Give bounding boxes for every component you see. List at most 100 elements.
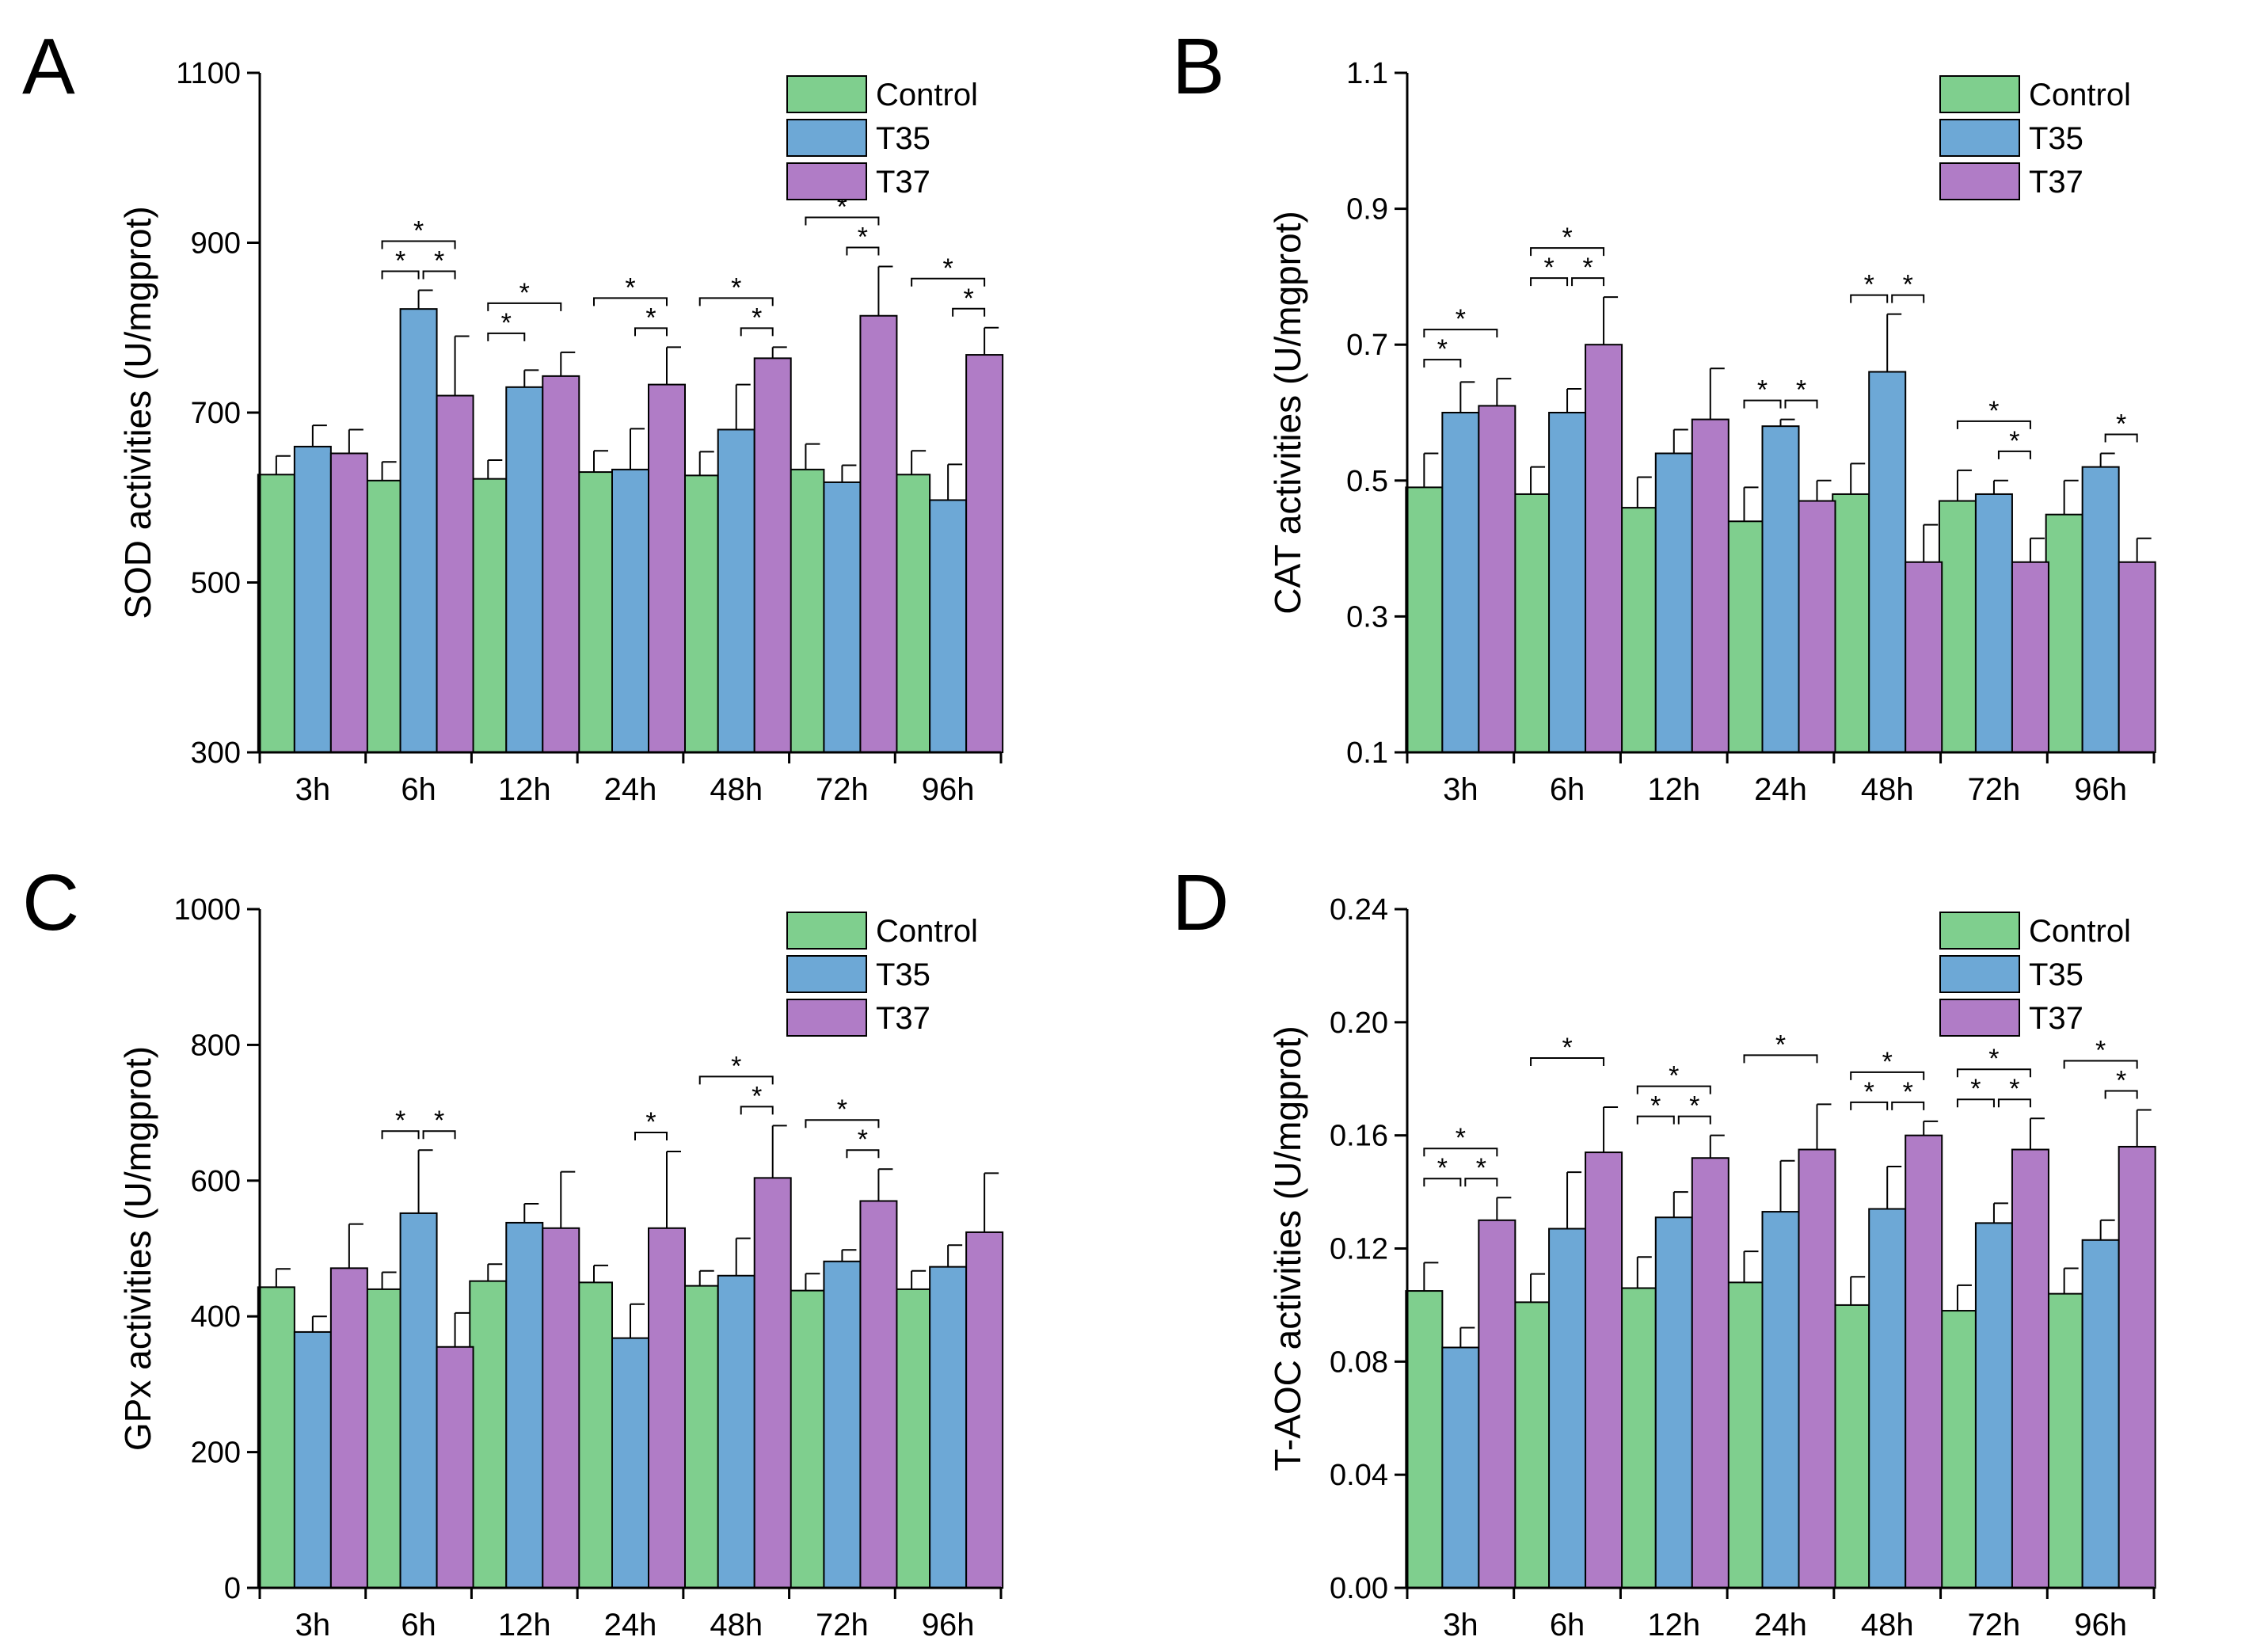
x-tick-label: 96h bbox=[922, 1608, 975, 1642]
y-axis-label: T-AOC activities (U/mgprot) bbox=[1267, 1026, 1308, 1471]
significance-bracket bbox=[381, 240, 456, 249]
legend-swatch-t37 bbox=[786, 999, 867, 1037]
bar-t35-6h bbox=[1548, 1228, 1587, 1589]
x-tick-label: 3h bbox=[1443, 772, 1478, 807]
bar-t35-96h bbox=[2081, 1239, 2120, 1589]
bar-control-3h bbox=[257, 1286, 295, 1589]
bar-t35-48h bbox=[1868, 1208, 1907, 1589]
significance-star: * bbox=[1562, 223, 1572, 253]
legend-swatch-control bbox=[1939, 912, 2020, 950]
legend-label-t35: T35 bbox=[2029, 121, 2083, 156]
bar-control-72h bbox=[786, 1289, 825, 1589]
significance-star: * bbox=[1650, 1091, 1661, 1121]
significance-star: * bbox=[625, 272, 635, 303]
significance-star: * bbox=[731, 272, 741, 303]
significance-bracket bbox=[1891, 294, 1925, 303]
significance-bracket bbox=[1423, 329, 1498, 338]
bar-t35-6h bbox=[399, 308, 438, 753]
bar-control-3h bbox=[1405, 486, 1444, 753]
bar-t35-24h bbox=[1761, 425, 1800, 753]
y-tick-label: 0.00 bbox=[1330, 1572, 1388, 1605]
bar-control-24h bbox=[575, 1281, 613, 1589]
panel-c: C * * * * * * * 0 200 400 600 800 1000 3h 6h 12h 24h 48h 72… bbox=[22, 858, 1004, 1642]
bar-control-96h bbox=[892, 1288, 931, 1589]
significance-star: * bbox=[413, 216, 424, 246]
y-tick-label: 400 bbox=[191, 1300, 241, 1334]
significance-bracket bbox=[1677, 1115, 1711, 1125]
bar-t37-3h bbox=[329, 452, 368, 753]
y-tick-label: 0.9 bbox=[1346, 193, 1388, 226]
significance-bracket bbox=[2063, 1060, 2138, 1069]
significance-bracket bbox=[911, 277, 986, 287]
significance-star: * bbox=[964, 284, 974, 314]
significance-star: * bbox=[1456, 1123, 1466, 1153]
bar-t35-72h bbox=[1974, 493, 2013, 754]
significance-star: * bbox=[1543, 253, 1554, 283]
bar-t37-12h bbox=[1691, 418, 1730, 754]
x-tick-label: 24h bbox=[604, 772, 657, 807]
panel-letter: C bbox=[22, 858, 79, 947]
significance-bracket bbox=[846, 1149, 880, 1159]
y-tick-label: 1000 bbox=[173, 893, 241, 927]
significance-bracket bbox=[805, 216, 880, 226]
bar-control-96h bbox=[892, 474, 931, 753]
bar-control-6h bbox=[1512, 1301, 1551, 1589]
y-tick-label: 300 bbox=[191, 737, 241, 770]
legend-swatch-t37 bbox=[1939, 162, 2020, 200]
significance-star: * bbox=[2009, 426, 2019, 456]
bar-control-48h bbox=[680, 474, 719, 753]
legend-swatch-control bbox=[1939, 75, 2020, 113]
bar-control-6h bbox=[363, 1288, 401, 1589]
y-tick-label: 0.12 bbox=[1330, 1233, 1388, 1266]
x-tick-label: 24h bbox=[1754, 772, 1807, 807]
significance-bracket bbox=[1784, 399, 1818, 409]
x-tick-label: 72h bbox=[1968, 1608, 2021, 1642]
y-tick-label: 0.3 bbox=[1346, 600, 1388, 634]
legend-label-t37: T37 bbox=[876, 165, 930, 200]
significance-star: * bbox=[731, 1051, 741, 1081]
x-tick-label: 3h bbox=[1443, 1608, 1478, 1642]
significance-bracket bbox=[593, 297, 668, 306]
significance-bracket bbox=[698, 1075, 774, 1085]
bar-t37-6h bbox=[436, 394, 474, 753]
bar-t37-12h bbox=[1691, 1157, 1730, 1589]
significance-star: * bbox=[1757, 375, 1768, 405]
legend-label-control: Control bbox=[2029, 914, 2131, 949]
bar-t37-12h bbox=[542, 1227, 580, 1589]
significance-bracket bbox=[634, 1131, 668, 1140]
significance-bracket bbox=[1423, 1148, 1498, 1157]
y-tick-label: 0.24 bbox=[1330, 893, 1388, 927]
significance-bracket bbox=[698, 297, 774, 306]
significance-star: * bbox=[1582, 253, 1593, 283]
significance-bracket bbox=[422, 270, 456, 280]
bar-t35-96h bbox=[929, 499, 968, 754]
legend-label-t35: T35 bbox=[2029, 957, 2083, 992]
x-tick-label: 12h bbox=[1647, 1608, 1700, 1642]
significance-star: * bbox=[1970, 1074, 1981, 1104]
bar-t37-6h bbox=[1585, 344, 1623, 753]
y-tick-label: 500 bbox=[191, 567, 241, 600]
bar-t35-12h bbox=[1654, 452, 1693, 753]
bar-t35-3h bbox=[293, 1330, 332, 1589]
bar-t35-96h bbox=[929, 1266, 968, 1589]
legend-label-t37: T37 bbox=[876, 1001, 930, 1036]
bar-t37-6h bbox=[436, 1346, 474, 1589]
significance-bracket bbox=[1956, 1098, 1995, 1108]
significance-star: * bbox=[2116, 1066, 2126, 1096]
bar-t35-96h bbox=[2081, 466, 2120, 753]
bar-control-96h bbox=[2045, 1292, 2083, 1589]
significance-bracket bbox=[1850, 1101, 1889, 1110]
bar-control-24h bbox=[575, 471, 613, 753]
bar-t35-72h bbox=[823, 1260, 862, 1589]
significance-bracket bbox=[1530, 247, 1605, 257]
significance-star: * bbox=[1864, 270, 1874, 300]
bar-t35-12h bbox=[1654, 1216, 1693, 1589]
significance-star: * bbox=[1796, 375, 1806, 405]
bar-t37-3h bbox=[1478, 405, 1516, 753]
bar-control-72h bbox=[786, 468, 825, 753]
bar-t35-48h bbox=[717, 428, 755, 753]
y-tick-label: 1100 bbox=[176, 57, 241, 90]
significance-bracket bbox=[634, 327, 668, 337]
significance-bracket bbox=[1636, 1085, 1711, 1094]
